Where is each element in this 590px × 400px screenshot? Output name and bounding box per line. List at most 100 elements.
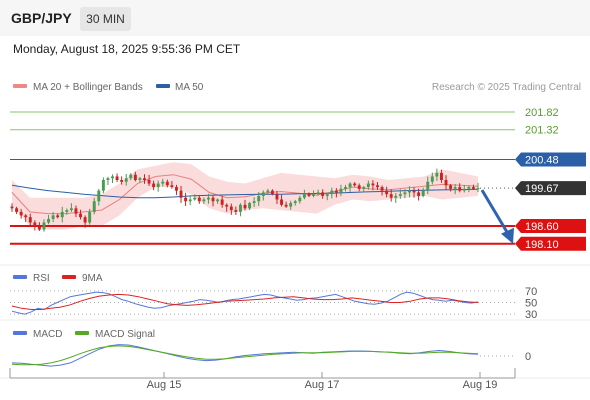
bollinger-band-area xyxy=(12,162,478,230)
price-tag-support: 198.10 xyxy=(515,236,586,251)
candle-body xyxy=(316,192,320,195)
candle xyxy=(334,188,338,198)
candle xyxy=(92,197,96,215)
rsi-legend-label: RSI xyxy=(33,273,50,284)
price-level-label: 201.82 xyxy=(525,107,559,119)
candle-body xyxy=(334,190,338,193)
candle xyxy=(275,190,279,205)
candle-body xyxy=(417,192,421,196)
macd-signal-legend-label: MACD Signal xyxy=(95,329,155,340)
macd-line xyxy=(11,344,479,367)
candle xyxy=(321,189,325,199)
candle xyxy=(398,189,402,199)
candle-body xyxy=(88,211,92,223)
candle-body xyxy=(248,203,252,209)
candle xyxy=(152,180,156,191)
candle-body xyxy=(37,226,41,230)
candle-body xyxy=(124,178,128,182)
candle xyxy=(179,185,183,203)
candle-body xyxy=(193,197,197,200)
price-level-label: 201.32 xyxy=(525,125,559,137)
candle xyxy=(430,172,434,185)
candle-body xyxy=(74,208,78,214)
candle xyxy=(83,215,87,228)
candle-body xyxy=(133,174,137,180)
macd-legend-label: MACD xyxy=(33,329,62,340)
price-tag-bg xyxy=(515,219,586,234)
candle xyxy=(257,192,261,207)
candle xyxy=(385,186,389,198)
candle xyxy=(252,197,256,208)
candle-body xyxy=(216,199,220,202)
candle xyxy=(357,183,361,192)
macd-panel: 0 xyxy=(11,344,531,367)
candle xyxy=(421,187,425,198)
candle xyxy=(225,203,229,212)
candle-body xyxy=(69,208,73,211)
forecast-arrow-head xyxy=(501,227,514,244)
candle-body xyxy=(47,218,51,223)
candle-body xyxy=(325,194,329,196)
ma50-legend-swatch xyxy=(156,84,170,88)
candle-body xyxy=(449,185,453,189)
candle xyxy=(289,200,293,210)
price-tag-resistance: 200.48 xyxy=(515,152,586,167)
candle xyxy=(56,213,60,219)
candle xyxy=(298,195,302,204)
candle xyxy=(202,197,206,204)
candle-body xyxy=(439,172,443,180)
candle xyxy=(243,199,247,211)
candle xyxy=(33,220,37,231)
candle-body xyxy=(366,183,370,188)
candle-body xyxy=(65,210,69,212)
candle xyxy=(15,206,19,214)
candle xyxy=(37,222,41,231)
macd-legend: MACD MACD Signal xyxy=(13,329,155,340)
candle xyxy=(220,195,224,208)
candle xyxy=(439,169,443,183)
candle xyxy=(449,184,453,192)
candle xyxy=(97,188,101,206)
price-tag-label: 198.10 xyxy=(525,239,559,251)
main-legend: MA 20 + Bollinger Bands MA 50 Research ©… xyxy=(13,82,581,93)
candle-body xyxy=(24,215,28,218)
candle-body xyxy=(412,190,416,193)
candle-body xyxy=(385,190,389,195)
candle-body xyxy=(380,187,384,191)
candle-body xyxy=(289,203,293,207)
candle xyxy=(101,177,105,194)
candle xyxy=(165,179,169,188)
price-labels: 201.82 201.32 200.48 199.67 198.60 198.10 xyxy=(515,107,586,251)
candle xyxy=(74,205,78,218)
candle xyxy=(316,189,320,196)
candle xyxy=(270,189,274,196)
candle xyxy=(261,190,265,201)
chart-header: GBP/JPY 30 MIN xyxy=(0,0,590,36)
candle-body xyxy=(462,188,466,191)
candle xyxy=(24,214,28,222)
candle xyxy=(467,185,471,193)
price-tag-last: 199.67 xyxy=(515,181,586,196)
candle-body xyxy=(339,188,343,193)
candle xyxy=(147,174,151,186)
candle xyxy=(330,187,334,199)
candle-body xyxy=(92,201,96,212)
price-tag-label: 199.67 xyxy=(525,183,559,195)
candle xyxy=(307,192,311,198)
candle xyxy=(10,203,14,212)
price-levels xyxy=(10,111,515,245)
candle-body xyxy=(302,194,306,198)
candle xyxy=(184,192,188,206)
candle-body xyxy=(280,199,284,205)
candle-body xyxy=(430,176,434,182)
candle xyxy=(362,185,366,193)
candle xyxy=(403,189,407,199)
candle xyxy=(133,171,137,182)
x-axis: Aug 15 Aug 17 Aug 19 xyxy=(9,368,516,391)
macd-zero-label: 0 xyxy=(525,351,531,363)
candle-body xyxy=(252,201,256,204)
candle xyxy=(115,173,119,183)
candle-body xyxy=(152,183,156,188)
timeframe-button[interactable]: 30 MIN xyxy=(80,7,131,31)
